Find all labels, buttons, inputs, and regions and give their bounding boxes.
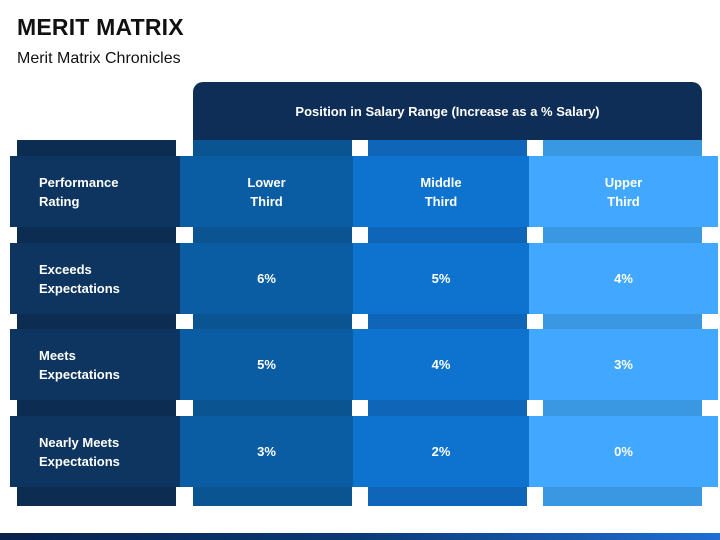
upper-third-header-text: Upper Third <box>604 174 643 209</box>
cell-exceeds-lower: 6% <box>180 243 353 314</box>
bottom-accent-bar <box>0 533 720 540</box>
row-label-meets: Meets Expectations <box>10 329 180 400</box>
lower-third-header-text: Lower Third <box>247 174 286 209</box>
middle-third-header: Middle Third <box>353 156 529 227</box>
cell-nearly-meets-lower: 3% <box>180 416 353 487</box>
column-group-header: Position in Salary Range (Increase as a … <box>193 82 702 140</box>
cell-meets-middle: 4% <box>353 329 529 400</box>
cell-meets-lower: 5% <box>180 329 353 400</box>
row-label-exceeds-text: Exceeds Expectations <box>39 261 120 296</box>
cell-nearly-meets-upper: 0% <box>529 416 718 487</box>
cell-exceeds-middle: 5% <box>353 243 529 314</box>
middle-third-header-text: Middle Third <box>420 174 462 209</box>
row-label-meets-text: Meets Expectations <box>39 347 120 382</box>
row-label-exceeds: Exceeds Expectations <box>10 243 180 314</box>
performance-rating-header: Performance Rating <box>10 156 180 227</box>
upper-third-header: Upper Third <box>529 156 718 227</box>
slide-subtitle: Merit Matrix Chronicles <box>17 50 181 67</box>
slide-title: MERIT MATRIX <box>17 14 184 40</box>
performance-rating-header-text: Performance Rating <box>39 174 119 209</box>
row-label-nearly-meets-text: Nearly Meets Expectations <box>39 434 120 469</box>
cell-exceeds-upper: 4% <box>529 243 718 314</box>
cell-nearly-meets-middle: 2% <box>353 416 529 487</box>
row-label-nearly-meets: Nearly Meets Expectations <box>10 416 180 487</box>
cell-meets-upper: 3% <box>529 329 718 400</box>
lower-third-header: Lower Third <box>180 156 353 227</box>
